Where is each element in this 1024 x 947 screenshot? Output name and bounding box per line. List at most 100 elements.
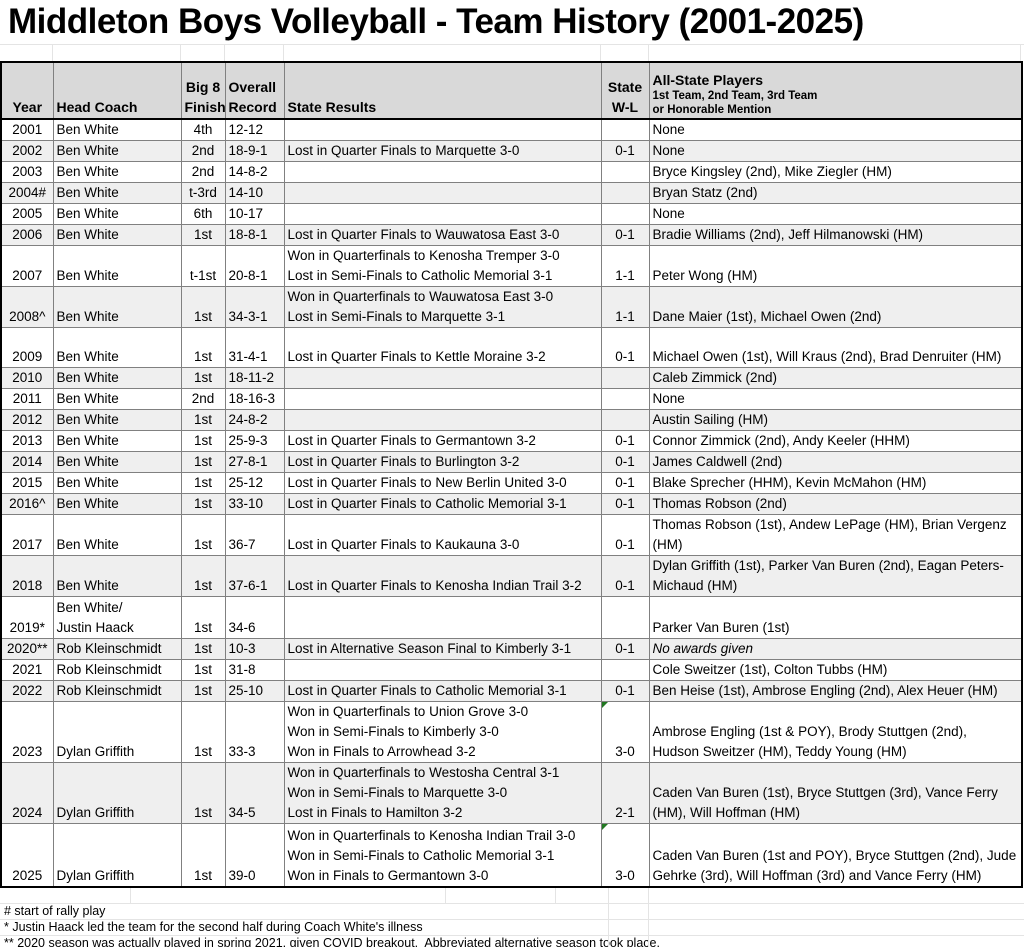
year-cell[interactable]: 2005 <box>0 203 54 225</box>
overall-record-cell[interactable]: 18-8-1 <box>224 224 285 246</box>
year-cell[interactable]: 2023 <box>0 701 54 763</box>
head-coach-cell[interactable]: Ben White <box>52 388 182 410</box>
all-state-players-cell[interactable]: Ben Heise (1st), Ambrose Engling (2nd), … <box>648 680 1023 702</box>
state-wl-cell[interactable] <box>600 203 650 225</box>
year-cell[interactable]: 2002 <box>0 140 54 162</box>
state-wl-cell[interactable]: 1-1 <box>600 286 650 328</box>
head-coach-cell[interactable]: Ben White <box>52 203 182 225</box>
big8-finish-cell[interactable]: 1st <box>180 680 226 702</box>
big8-finish-cell[interactable]: 1st <box>180 823 226 887</box>
head-coach-cell[interactable]: Ben White <box>52 430 182 452</box>
state-wl-cell[interactable]: 0-1 <box>600 224 650 246</box>
state-results-cell[interactable]: Won in Quarterfinals to Kenosha Indian T… <box>283 823 602 887</box>
head-coach-cell[interactable]: Ben White <box>52 286 182 328</box>
state-results-cell[interactable]: Lost in Quarter Finals to Germantown 3-2 <box>283 430 602 452</box>
state-results-cell[interactable]: Lost in Quarter Finals to Kaukauna 3-0 <box>283 514 602 556</box>
head-coach-cell[interactable]: Rob Kleinschmidt <box>52 680 182 702</box>
all-state-players-cell[interactable]: None <box>648 203 1023 225</box>
year-cell[interactable]: 2020** <box>0 638 54 660</box>
state-results-cell[interactable] <box>283 203 602 225</box>
all-state-players-cell[interactable]: Cole Sweitzer (1st), Colton Tubbs (HM) <box>648 659 1023 681</box>
overall-record-cell[interactable]: 18-11-2 <box>224 367 285 389</box>
year-cell[interactable]: 2016^ <box>0 493 54 515</box>
overall-record-cell[interactable]: 34-6 <box>224 596 285 639</box>
state-wl-cell[interactable]: 0-1 <box>600 472 650 494</box>
year-cell[interactable]: 2014 <box>0 451 54 473</box>
year-cell[interactable]: 2008^ <box>0 286 54 328</box>
state-results-cell[interactable] <box>283 367 602 389</box>
big8-finish-cell[interactable]: 1st <box>180 451 226 473</box>
year-cell[interactable]: 2007 <box>0 245 54 287</box>
overall-record-cell[interactable]: 24-8-2 <box>224 409 285 431</box>
big8-finish-cell[interactable]: 1st <box>180 659 226 681</box>
year-cell[interactable]: 2024 <box>0 762 54 824</box>
overall-record-cell[interactable]: 39-0 <box>224 823 285 887</box>
state-results-cell[interactable] <box>283 388 602 410</box>
state-wl-cell[interactable]: 0-1 <box>600 514 650 556</box>
overall-record-cell[interactable]: 20-8-1 <box>224 245 285 287</box>
all-state-players-cell[interactable]: Caleb Zimmick (2nd) <box>648 367 1023 389</box>
overall-record-cell[interactable]: 27-8-1 <box>224 451 285 473</box>
all-state-players-cell[interactable]: Bradie Williams (2nd), Jeff Hilmanowski … <box>648 224 1023 246</box>
all-state-players-cell[interactable]: Dane Maier (1st), Michael Owen (2nd) <box>648 286 1023 328</box>
big8-finish-cell[interactable]: 2nd <box>180 140 226 162</box>
state-results-cell[interactable]: Won in Quarterfinals to Kenosha Tremper … <box>283 245 602 287</box>
state-wl-cell[interactable] <box>600 409 650 431</box>
year-cell[interactable]: 2022 <box>0 680 54 702</box>
year-cell[interactable]: 2003 <box>0 161 54 183</box>
overall-record-cell[interactable]: 25-10 <box>224 680 285 702</box>
big8-finish-cell[interactable]: 1st <box>180 596 226 639</box>
year-cell[interactable]: 2019* <box>0 596 54 639</box>
all-state-players-cell[interactable]: Bryce Kingsley (2nd), Mike Ziegler (HM) <box>648 161 1023 183</box>
head-coach-cell[interactable]: Ben White <box>52 224 182 246</box>
overall-record-cell[interactable]: 10-17 <box>224 203 285 225</box>
all-state-players-cell[interactable]: Bryan Statz (2nd) <box>648 182 1023 204</box>
state-wl-cell[interactable]: 1-1 <box>600 245 650 287</box>
overall-record-cell[interactable]: 33-3 <box>224 701 285 763</box>
state-results-cell[interactable]: Won in Quarterfinals to Wauwatosa East 3… <box>283 286 602 328</box>
state-wl-cell[interactable] <box>600 388 650 410</box>
state-results-cell[interactable] <box>283 409 602 431</box>
big8-finish-cell[interactable]: 1st <box>180 472 226 494</box>
head-coach-cell[interactable]: Ben White <box>52 451 182 473</box>
state-results-cell[interactable]: Lost in Quarter Finals to Catholic Memor… <box>283 493 602 515</box>
year-cell[interactable]: 2011 <box>0 388 54 410</box>
year-cell[interactable]: 2021 <box>0 659 54 681</box>
head-coach-cell[interactable]: Dylan Griffith <box>52 823 182 887</box>
state-results-cell[interactable]: Lost in Quarter Finals to Catholic Memor… <box>283 680 602 702</box>
year-cell[interactable]: 2004# <box>0 182 54 204</box>
head-coach-cell[interactable]: Rob Kleinschmidt <box>52 638 182 660</box>
all-state-players-cell[interactable]: Caden Van Buren (1st), Bryce Stuttgen (3… <box>648 762 1023 824</box>
overall-record-cell[interactable]: 34-5 <box>224 762 285 824</box>
all-state-players-cell[interactable]: Peter Wong (HM) <box>648 245 1023 287</box>
overall-record-cell[interactable]: 33-10 <box>224 493 285 515</box>
head-coach-cell[interactable]: Ben White <box>52 118 182 141</box>
head-coach-cell[interactable]: Ben White <box>52 140 182 162</box>
big8-finish-cell[interactable]: 2nd <box>180 388 226 410</box>
head-coach-cell[interactable]: Ben White <box>52 182 182 204</box>
overall-record-cell[interactable]: 31-4-1 <box>224 327 285 368</box>
overall-record-cell[interactable]: 12-12 <box>224 118 285 141</box>
big8-finish-cell[interactable]: 1st <box>180 409 226 431</box>
state-wl-cell[interactable]: 3-0 <box>600 823 650 887</box>
state-results-cell[interactable]: Won in Quarterfinals to Westosha Central… <box>283 762 602 824</box>
big8-finish-cell[interactable]: 1st <box>180 224 226 246</box>
head-coach-cell[interactable]: Ben White <box>52 409 182 431</box>
head-coach-cell[interactable]: Dylan Griffith <box>52 701 182 763</box>
overall-record-cell[interactable]: 18-16-3 <box>224 388 285 410</box>
all-state-players-cell[interactable]: Austin Sailing (HM) <box>648 409 1023 431</box>
big8-finish-cell[interactable]: 1st <box>180 638 226 660</box>
year-cell[interactable]: 2015 <box>0 472 54 494</box>
state-results-cell[interactable] <box>283 182 602 204</box>
state-results-cell[interactable]: Lost in Quarter Finals to Burlington 3-2 <box>283 451 602 473</box>
all-state-players-cell[interactable]: Dylan Griffith (1st), Parker Van Buren (… <box>648 555 1023 597</box>
overall-record-cell[interactable]: 34-3-1 <box>224 286 285 328</box>
all-state-players-cell[interactable]: Caden Van Buren (1st and POY), Bryce Stu… <box>648 823 1023 887</box>
all-state-players-cell[interactable]: Blake Sprecher (HHM), Kevin McMahon (HM) <box>648 472 1023 494</box>
overall-record-cell[interactable]: 31-8 <box>224 659 285 681</box>
state-wl-cell[interactable]: 0-1 <box>600 493 650 515</box>
big8-finish-cell[interactable]: t-1st <box>180 245 226 287</box>
overall-record-cell[interactable]: 14-10 <box>224 182 285 204</box>
head-coach-cell[interactable]: Ben White <box>52 367 182 389</box>
state-results-cell[interactable]: Lost in Quarter Finals to Wauwatosa East… <box>283 224 602 246</box>
